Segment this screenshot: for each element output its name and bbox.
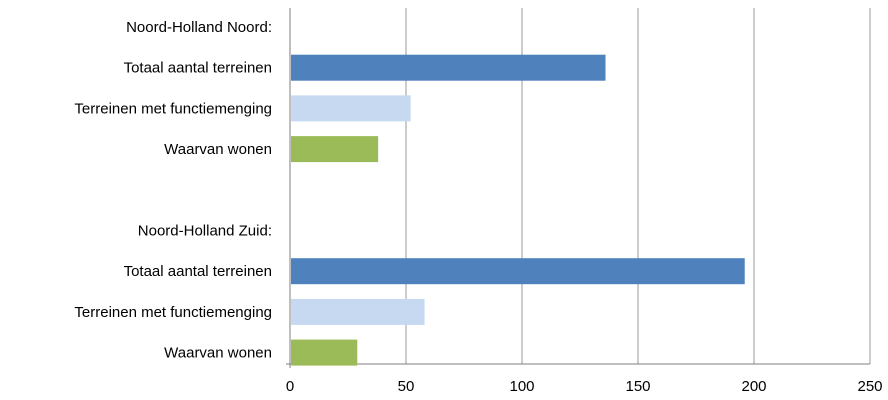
x-tick-label: 0	[286, 378, 294, 395]
bars	[291, 54, 745, 366]
bar	[291, 136, 379, 163]
x-tick-label: 250	[857, 378, 882, 395]
bar	[291, 54, 606, 81]
x-axis-ticks: 0 50 100 150 200 250	[286, 378, 883, 395]
category-label: Noord-Holland Noord:	[126, 19, 272, 36]
category-label: Waarvan wonen	[164, 345, 272, 362]
category-label: Noord-Holland Zuid:	[138, 223, 272, 240]
category-label: Waarvan wonen	[164, 141, 272, 158]
x-tick-label: 100	[509, 378, 534, 395]
x-tick-label: 150	[625, 378, 650, 395]
bar	[291, 258, 745, 285]
category-label: Totaal aantal terreinen	[124, 60, 272, 77]
category-labels: Noord-Holland Noord: Totaal aantal terrei…	[74, 19, 272, 362]
bar	[291, 298, 425, 325]
x-tick-label: 50	[398, 378, 415, 395]
category-label: Terreinen met functiemenging	[74, 304, 272, 321]
category-label: Totaal aantal terreinen	[124, 263, 272, 280]
bar	[291, 95, 411, 122]
category-label: Terreinen met functiemenging	[74, 100, 272, 117]
bar	[291, 339, 358, 366]
x-tick-label: 200	[741, 378, 766, 395]
